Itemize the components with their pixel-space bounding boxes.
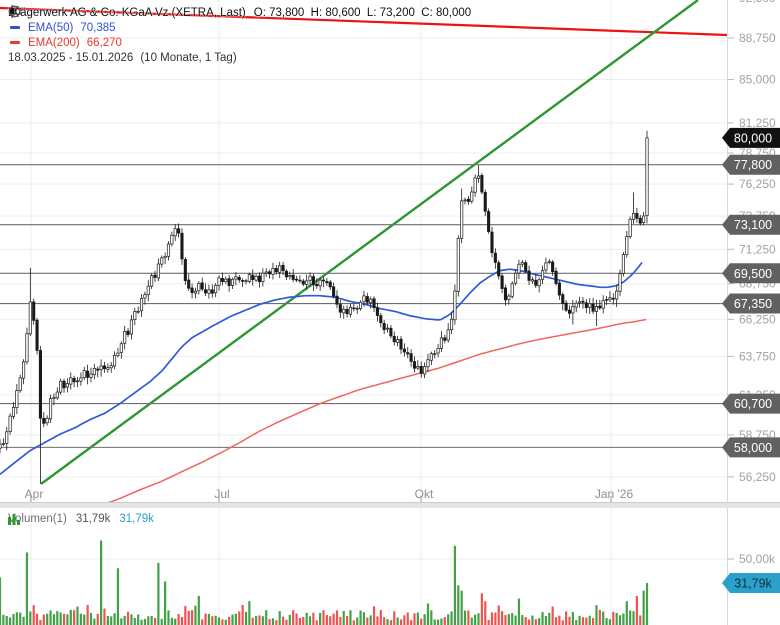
- price-axis-label: 66,250: [739, 312, 776, 326]
- svg-text:58,000: 58,000: [734, 441, 772, 455]
- volume-bars-icon: [8, 514, 20, 525]
- price-badge: [722, 293, 780, 314]
- volume-value-current: 31,79k: [119, 513, 154, 525]
- ema50-legend-row[interactable]: EMA(50) 70,385: [8, 20, 471, 35]
- x-axis-label: Jan '26: [595, 487, 634, 501]
- ema50-label: EMA(50): [28, 21, 74, 34]
- svg-text:60,700: 60,700: [734, 397, 772, 411]
- price-badge: [722, 214, 780, 235]
- date-range-row: 18.03.2025 - 15.01.2026 (10 Monate, 1 Ta…: [8, 5, 471, 65]
- volume-legend-row[interactable]: Volumen(1) 31,79k 31,79k: [8, 513, 154, 525]
- price-badge: [722, 154, 780, 175]
- price-axis-label: 81,250: [739, 116, 776, 130]
- price-badge: [722, 437, 780, 458]
- price-badge: [722, 263, 780, 284]
- symbol-title: Drägerwerk AG & Co. KGaA Vz (XETRA, Last…: [8, 6, 246, 19]
- ema200-color-dash: [10, 41, 20, 44]
- date-range: 18.03.2025 - 15.01.2026: [8, 51, 134, 64]
- x-axis-label: Apr: [25, 487, 44, 501]
- price-badges: 77,800 73,100 69,500 67,350 60,700 58,000 80,0…: [722, 127, 780, 594]
- price-badge: [722, 127, 780, 148]
- price-badge: [722, 393, 780, 414]
- period-label: (10 Monate, 1 Tag): [140, 51, 237, 64]
- grid: [0, 0, 727, 625]
- chart-legend: Drägerwerk AG & Co. KGaA Vz (XETRA, Last…: [8, 5, 471, 65]
- price-axis-label: 76,250: [739, 177, 776, 191]
- svg-text:80,000: 80,000: [734, 131, 772, 145]
- clock-icon: [8, 5, 21, 18]
- volume-value: 31,79k: [75, 513, 111, 525]
- x-axis-label: Okt: [415, 487, 434, 501]
- candlestick-series: [0, 130, 649, 484]
- ema200-label: EMA(200): [28, 36, 80, 49]
- volume-label: Volumen(1): [8, 513, 67, 525]
- ohlc-values: O: 73,800 H: 80,600 L: 73,200 C: 80,000: [253, 6, 472, 19]
- level-lines[interactable]: [0, 164, 727, 448]
- ema50-line: [0, 261, 643, 475]
- ema200-value: 66,270: [86, 36, 122, 49]
- ema50-color-dash: [10, 26, 20, 29]
- svg-text:77,800: 77,800: [734, 158, 772, 172]
- price-axis-label: 71,250: [739, 242, 776, 256]
- price-axis-label: 88,750: [739, 31, 776, 45]
- symbol-row[interactable]: Drägerwerk AG & Co. KGaA Vz (XETRA, Last…: [8, 5, 471, 20]
- ema200-legend-row[interactable]: EMA(200) 66,270: [8, 35, 471, 50]
- price-axis-label: 63,750: [739, 349, 776, 363]
- price-axis-label: 50,00k: [739, 552, 776, 566]
- svg-text:73,100: 73,100: [734, 218, 772, 232]
- price-axis-label: 92,500: [739, 0, 776, 5]
- pane-separator[interactable]: [0, 502, 780, 509]
- svg-text:67,350: 67,350: [734, 297, 772, 311]
- price-axis-label: 85,000: [739, 73, 776, 87]
- svg-text:31,79k: 31,79k: [734, 577, 772, 591]
- ema200-line: [102, 318, 647, 506]
- svg-text:69,500: 69,500: [734, 267, 772, 281]
- x-axis-label: Jul: [214, 487, 229, 501]
- ema50-value: 70,385: [80, 21, 116, 34]
- x-axis: Apr Jul Okt Jan '26: [25, 487, 634, 503]
- resistance-trendline[interactable]: [0, 6, 728, 37]
- price-axis-label: 56,250: [739, 470, 776, 484]
- volume-series: [0, 540, 649, 625]
- price-badge: [722, 573, 780, 594]
